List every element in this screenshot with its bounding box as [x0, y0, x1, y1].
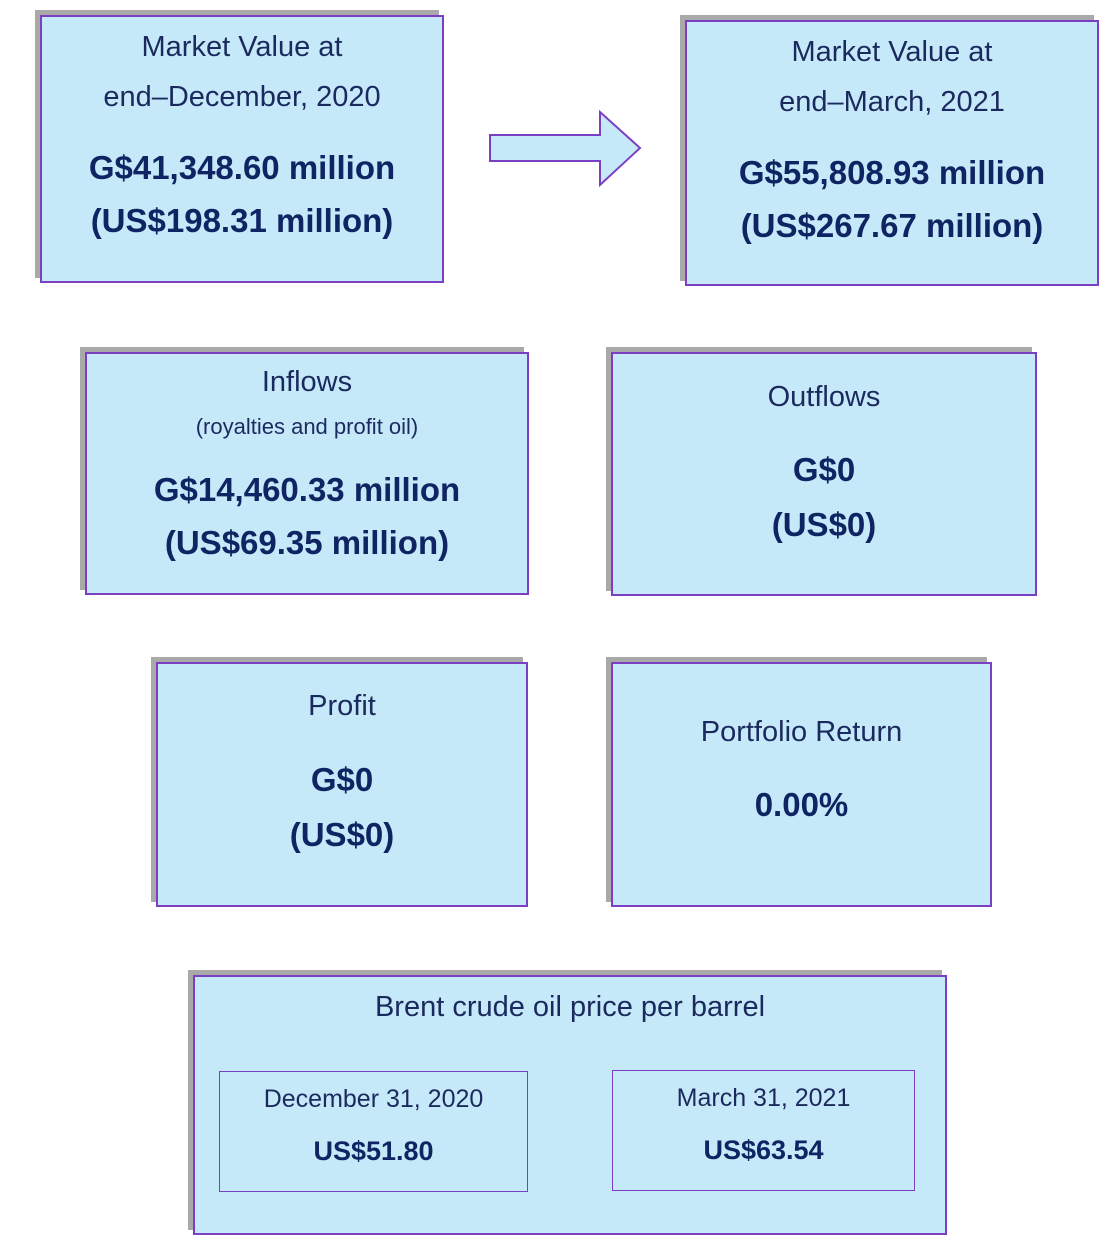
title: end–December, 2020: [103, 81, 381, 113]
title: end–March, 2021: [779, 86, 1005, 118]
brent-start-box: December 31, 2020 US$51.80: [219, 1071, 528, 1192]
title: Market Value at: [791, 36, 993, 68]
value: 0.00%: [754, 786, 849, 823]
title: Inflows: [261, 366, 353, 398]
value: G$55,808.93 million: [738, 154, 1046, 191]
value: (US$69.35 million): [164, 524, 450, 561]
price: US$51.80: [313, 1136, 434, 1166]
title: Portfolio Return: [700, 716, 903, 748]
profit-box: Profit G$0 (US$0): [156, 662, 528, 907]
date: December 31, 2020: [263, 1085, 484, 1113]
price: US$63.54: [703, 1135, 824, 1165]
market-value-end-box: Market Value at end–March, 2021 G$55,808…: [685, 20, 1099, 286]
brent-end-box: March 31, 2021 US$63.54: [612, 1070, 915, 1191]
inflows-box: Inflows (royalties and profit oil) G$14,…: [85, 352, 529, 595]
value: G$0: [310, 761, 374, 798]
title: Profit: [308, 690, 376, 722]
title: Brent crude oil price per barrel: [374, 991, 766, 1023]
hollow-arrow: [489, 109, 642, 188]
value: (US$0): [289, 816, 395, 853]
date: March 31, 2021: [676, 1084, 851, 1112]
brent-box: Brent crude oil price per barrel: [193, 975, 947, 1235]
subtitle: (royalties and profit oil): [195, 414, 419, 439]
value: (US$0): [771, 506, 877, 543]
market-value-start-box: Market Value at end–December, 2020 G$41,…: [40, 15, 444, 283]
value: G$41,348.60 million: [88, 149, 396, 186]
value: G$14,460.33 million: [153, 471, 461, 508]
portfolio-return-box: Portfolio Return 0.00%: [611, 662, 992, 907]
value: (US$267.67 million): [740, 207, 1044, 244]
title: Outflows: [767, 381, 881, 413]
value: (US$198.31 million): [90, 202, 394, 239]
title: Market Value at: [141, 31, 343, 63]
value: G$0: [792, 451, 856, 488]
outflows-box: Outflows G$0 (US$0): [611, 352, 1037, 596]
